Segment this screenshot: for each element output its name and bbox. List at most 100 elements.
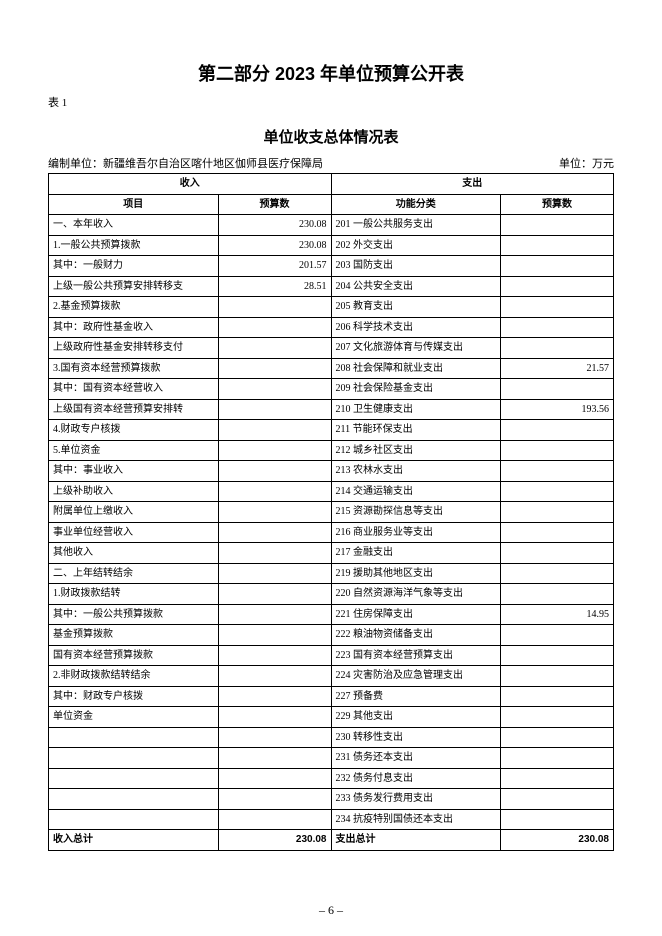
expense-cat-cell: 217 金融支出 [331, 543, 501, 564]
income-value-cell [218, 440, 331, 461]
expense-value-cell [501, 584, 614, 605]
expense-cat-cell: 222 粮油物资储备支出 [331, 625, 501, 646]
income-value-cell [218, 358, 331, 379]
expense-cat-cell: 204 公共安全支出 [331, 276, 501, 297]
table-row: 其中：政府性基金收入206 科学技术支出 [49, 317, 614, 338]
income-item-cell: 国有资本经营预算拨款 [49, 645, 219, 666]
income-item-cell: 2.基金预算拨款 [49, 297, 219, 318]
table-row: 2.非财政拨款结转结余224 灾害防治及应急管理支出 [49, 666, 614, 687]
income-item-cell [49, 727, 219, 748]
income-value-cell [218, 420, 331, 441]
budget-page: 第二部分 2023 年单位预算公开表 表 1 单位收支总体情况表 编制单位：新疆… [0, 0, 662, 936]
expense-value-cell [501, 420, 614, 441]
expense-value-cell [501, 297, 614, 318]
expense-value-cell [501, 317, 614, 338]
expense-value-cell [501, 235, 614, 256]
expense-cat-cell: 230 转移性支出 [331, 727, 501, 748]
expense-cat-cell: 209 社会保险基金支出 [331, 379, 501, 400]
income-value-cell [218, 789, 331, 810]
expense-value-cell [501, 481, 614, 502]
expense-cat-cell: 206 科学技术支出 [331, 317, 501, 338]
table-row: 其中：一般公共预算拨款221 住房保障支出14.95 [49, 604, 614, 625]
expense-cat-cell: 219 援助其他地区支出 [331, 563, 501, 584]
income-value-cell [218, 317, 331, 338]
income-item-cell: 事业单位经营收入 [49, 522, 219, 543]
income-value-cell [218, 748, 331, 769]
expense-value-cell: 14.95 [501, 604, 614, 625]
income-value-cell [218, 502, 331, 523]
table-row: 上级政府性基金安排转移支付 207 文化旅游体育与传媒支出 [49, 338, 614, 359]
income-value-cell [218, 809, 331, 830]
table-row: 一、本年收入230.08201 一般公共服务支出 [49, 215, 614, 236]
expense-cat-cell: 227 预备费 [331, 686, 501, 707]
table-row: 230 转移性支出 [49, 727, 614, 748]
income-item-cell: 其中：财政专户核拨 [49, 686, 219, 707]
income-item-cell: 上级补助收入 [49, 481, 219, 502]
page-number: – 6 – [0, 903, 662, 918]
expense-cat-cell: 234 抗疫特别国债还本支出 [331, 809, 501, 830]
expense-cat-cell: 210 卫生健康支出 [331, 399, 501, 420]
income-item-cell: 一、本年收入 [49, 215, 219, 236]
income-item-cell [49, 809, 219, 830]
income-item-cell: 上级政府性基金安排转移支付 [49, 338, 219, 359]
table-row: 其中：一般财力201.57203 国防支出 [49, 256, 614, 277]
income-value-cell [218, 625, 331, 646]
table-row: 1.财政拨款结转 220 自然资源海洋气象等支出 [49, 584, 614, 605]
income-value-cell [218, 297, 331, 318]
expense-cat-cell: 224 灾害防治及应急管理支出 [331, 666, 501, 687]
expense-value-cell [501, 727, 614, 748]
income-item-cell [49, 789, 219, 810]
income-group-header: 收入 [49, 174, 332, 195]
income-value-cell [218, 727, 331, 748]
expense-value-cell [501, 768, 614, 789]
expense-cat-cell: 213 农林水支出 [331, 461, 501, 482]
table-row: 国有资本经营预算拨款 223 国有资本经营预算支出 [49, 645, 614, 666]
expense-value-cell [501, 215, 614, 236]
table-label: 表 1 [48, 94, 614, 110]
income-value-cell [218, 379, 331, 400]
expense-value-cell [501, 686, 614, 707]
expense-value-cell [501, 809, 614, 830]
table-row: 上级一般公共预算安排转移支28.51204 公共安全支出 [49, 276, 614, 297]
expense-value-cell [501, 543, 614, 564]
expense-value-cell [501, 502, 614, 523]
table-row: 其中：财政专户核拨 227 预备费 [49, 686, 614, 707]
expense-cat-cell: 229 其他支出 [331, 707, 501, 728]
income-value-cell [218, 768, 331, 789]
expense-cat-cell: 216 商业服务业等支出 [331, 522, 501, 543]
expense-value-cell [501, 707, 614, 728]
income-value-cell [218, 481, 331, 502]
expense-cat-cell: 205 教育支出 [331, 297, 501, 318]
expense-cat-cell: 211 节能环保支出 [331, 420, 501, 441]
expense-total-value: 230.08 [501, 830, 614, 851]
income-item-cell: 1.一般公共预算拨款 [49, 235, 219, 256]
expense-value-cell [501, 461, 614, 482]
expense-value-cell: 21.57 [501, 358, 614, 379]
expense-cat-cell: 223 国有资本经营预算支出 [331, 645, 501, 666]
income-item-header: 项目 [49, 194, 219, 215]
expense-group-header: 支出 [331, 174, 614, 195]
expense-cat-header: 功能分类 [331, 194, 501, 215]
table-row: 5.单位资金212 城乡社区支出 [49, 440, 614, 461]
income-budget-header: 预算数 [218, 194, 331, 215]
income-item-cell [49, 768, 219, 789]
table-row: 上级补助收入214 交通运输支出 [49, 481, 614, 502]
expense-value-cell [501, 789, 614, 810]
income-value-cell [218, 543, 331, 564]
expense-cat-cell: 215 资源勘探信息等支出 [331, 502, 501, 523]
income-item-cell: 1.财政拨款结转 [49, 584, 219, 605]
totals-row: 收入总计 230.08 支出总计 230.08 [49, 830, 614, 851]
expense-cat-cell: 207 文化旅游体育与传媒支出 [331, 338, 501, 359]
income-item-cell: 4.财政专户核拨 [49, 420, 219, 441]
expense-cat-cell: 220 自然资源海洋气象等支出 [331, 584, 501, 605]
table-row: 233 债务发行费用支出 [49, 789, 614, 810]
expense-cat-cell: 212 城乡社区支出 [331, 440, 501, 461]
income-value-cell: 201.57 [218, 256, 331, 277]
table-row: 4.财政专户核拨 211 节能环保支出 [49, 420, 614, 441]
income-item-cell: 单位资金 [49, 707, 219, 728]
table-row: 事业单位经营收入 216 商业服务业等支出 [49, 522, 614, 543]
expense-value-cell [501, 379, 614, 400]
table-row: 234 抗疫特别国债还本支出 [49, 809, 614, 830]
meta-row: 编制单位：新疆维吾尔自治区喀什地区伽师县医疗保障局 单位：万元 [48, 155, 614, 171]
expense-value-cell [501, 645, 614, 666]
